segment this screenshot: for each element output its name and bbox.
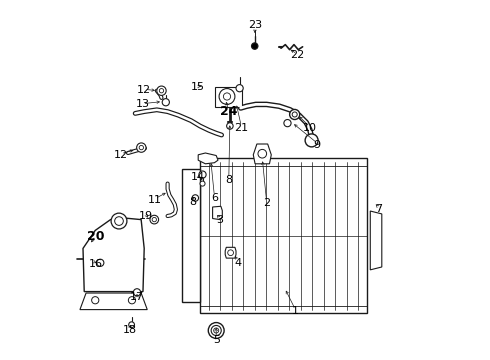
Circle shape — [251, 43, 258, 49]
Circle shape — [219, 89, 235, 104]
Text: 19: 19 — [139, 211, 153, 221]
Circle shape — [211, 325, 221, 336]
Polygon shape — [225, 247, 236, 258]
Text: 1: 1 — [292, 306, 299, 316]
Polygon shape — [370, 211, 382, 270]
Bar — [182, 169, 200, 302]
Circle shape — [159, 89, 164, 93]
Circle shape — [290, 109, 300, 120]
Text: 15: 15 — [191, 82, 205, 92]
Circle shape — [152, 217, 156, 222]
Text: 20: 20 — [87, 230, 104, 243]
Circle shape — [236, 85, 243, 92]
Text: 9: 9 — [314, 140, 320, 150]
Circle shape — [137, 143, 146, 152]
Circle shape — [208, 323, 224, 338]
Text: 8: 8 — [189, 197, 196, 207]
Circle shape — [305, 134, 318, 147]
Circle shape — [139, 145, 144, 150]
Text: 12: 12 — [114, 150, 128, 160]
Polygon shape — [83, 218, 144, 292]
Text: 3: 3 — [216, 215, 223, 225]
Text: 16: 16 — [89, 258, 102, 269]
Circle shape — [200, 181, 205, 186]
Circle shape — [192, 195, 198, 201]
Polygon shape — [80, 293, 147, 310]
Text: 23: 23 — [248, 20, 262, 30]
Text: 12: 12 — [137, 85, 151, 95]
Circle shape — [223, 93, 231, 100]
Circle shape — [115, 217, 123, 225]
Text: 5: 5 — [213, 335, 220, 345]
Text: 13: 13 — [135, 99, 149, 109]
Circle shape — [199, 171, 206, 178]
Bar — [200, 158, 368, 313]
Circle shape — [227, 123, 233, 129]
Circle shape — [150, 215, 159, 224]
Circle shape — [284, 120, 291, 127]
Text: 22: 22 — [290, 50, 304, 60]
Text: 18: 18 — [122, 325, 137, 336]
Text: 11: 11 — [148, 195, 162, 205]
Text: 10: 10 — [303, 123, 317, 133]
Circle shape — [97, 259, 104, 266]
Bar — [215, 87, 243, 107]
Circle shape — [92, 297, 99, 304]
Text: 8: 8 — [225, 175, 232, 185]
Text: 14: 14 — [191, 172, 205, 182]
Circle shape — [258, 149, 267, 158]
Polygon shape — [198, 153, 218, 164]
Text: 2: 2 — [263, 198, 270, 208]
Text: 24: 24 — [220, 105, 238, 118]
Circle shape — [162, 99, 170, 106]
Circle shape — [157, 86, 166, 95]
Circle shape — [133, 289, 141, 296]
Text: 4: 4 — [234, 258, 242, 268]
Circle shape — [111, 213, 127, 229]
Text: 6: 6 — [211, 193, 218, 203]
Polygon shape — [253, 144, 271, 164]
Circle shape — [129, 322, 134, 328]
Circle shape — [214, 328, 219, 333]
Circle shape — [128, 297, 136, 304]
Circle shape — [228, 250, 233, 256]
Circle shape — [292, 112, 297, 117]
Text: 17: 17 — [130, 292, 144, 302]
Text: 7: 7 — [375, 204, 382, 214]
Text: 21: 21 — [234, 123, 248, 133]
Polygon shape — [213, 206, 222, 220]
